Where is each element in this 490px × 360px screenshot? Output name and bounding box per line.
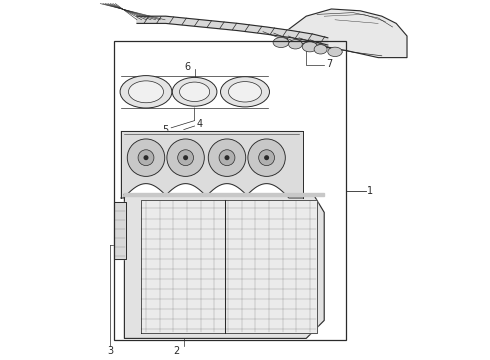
Ellipse shape xyxy=(120,76,172,108)
Polygon shape xyxy=(124,194,324,338)
Polygon shape xyxy=(124,193,324,196)
Ellipse shape xyxy=(172,77,217,106)
Circle shape xyxy=(183,155,188,160)
Polygon shape xyxy=(114,202,126,259)
Ellipse shape xyxy=(302,42,318,52)
Text: 2: 2 xyxy=(173,346,180,356)
Text: 5: 5 xyxy=(163,125,169,135)
Ellipse shape xyxy=(220,77,270,107)
Ellipse shape xyxy=(328,47,342,57)
Circle shape xyxy=(127,139,165,176)
Circle shape xyxy=(208,139,245,176)
Polygon shape xyxy=(137,16,328,45)
Circle shape xyxy=(224,155,229,160)
Bar xyxy=(114,41,346,340)
Circle shape xyxy=(264,155,269,160)
Circle shape xyxy=(219,150,235,166)
Ellipse shape xyxy=(128,81,164,103)
Text: 6: 6 xyxy=(184,62,191,72)
Circle shape xyxy=(178,150,194,166)
Ellipse shape xyxy=(228,82,262,102)
Polygon shape xyxy=(121,131,303,198)
Polygon shape xyxy=(141,200,317,333)
Polygon shape xyxy=(285,9,407,58)
Text: 1: 1 xyxy=(368,186,373,196)
Circle shape xyxy=(138,150,154,166)
Text: 3: 3 xyxy=(107,346,113,356)
Ellipse shape xyxy=(179,82,210,102)
Text: 7: 7 xyxy=(326,59,332,69)
Ellipse shape xyxy=(314,45,327,54)
Ellipse shape xyxy=(289,40,302,49)
Circle shape xyxy=(144,155,148,160)
Circle shape xyxy=(259,150,274,166)
Circle shape xyxy=(248,139,285,176)
Ellipse shape xyxy=(273,37,289,48)
Circle shape xyxy=(167,139,204,176)
Text: 4: 4 xyxy=(196,119,202,129)
